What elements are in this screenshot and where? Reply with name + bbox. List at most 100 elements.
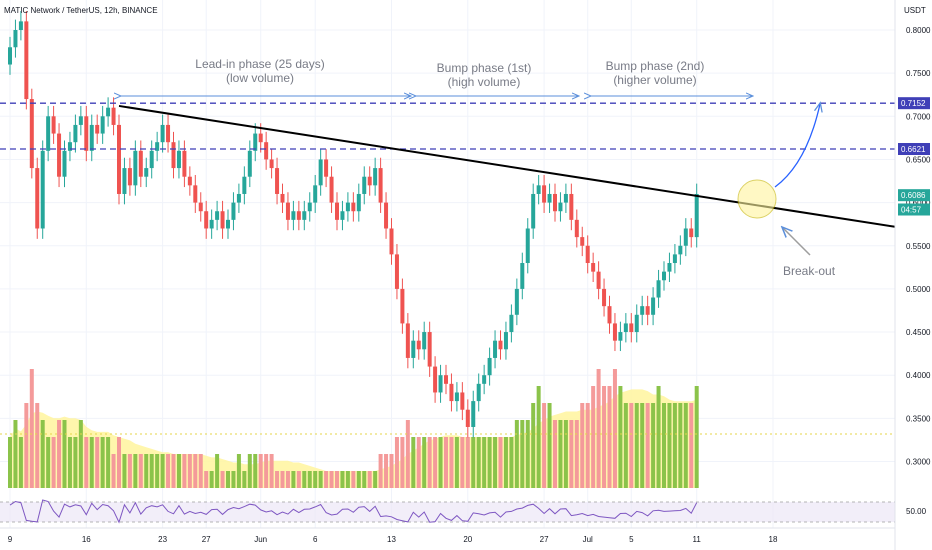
volume-bar [285, 471, 290, 488]
volume-bar [378, 454, 383, 488]
volume-bar [89, 437, 94, 488]
volume-bar [258, 454, 263, 488]
candle [433, 366, 438, 393]
candle [367, 176, 372, 186]
volume-bar [106, 437, 111, 488]
volume-ma-area [10, 389, 697, 488]
volume-bar [525, 420, 530, 488]
volume-bar [591, 386, 596, 488]
candle [400, 288, 405, 324]
candle [542, 185, 547, 203]
annotation-phase1-line1: Lead-in phase (25 days) [195, 57, 324, 71]
candle [520, 263, 525, 289]
volume-bar [585, 403, 590, 488]
chart-title: MATIC Network / TetherUS, 12h, BINANCE [4, 6, 158, 15]
volume-bar [498, 437, 503, 488]
volume-bar [313, 471, 318, 488]
volume-bar [231, 471, 236, 488]
price-tick-label: 0.3000 [906, 458, 931, 467]
candle [67, 142, 72, 151]
candle [569, 193, 574, 220]
volume-bar [127, 454, 132, 488]
candle [247, 150, 252, 177]
candle [438, 375, 443, 393]
candle [454, 392, 459, 402]
volume-bar [367, 471, 372, 488]
volume-bar [629, 403, 634, 488]
candle [335, 202, 339, 220]
volume-bar [460, 437, 465, 488]
time-tick-label: 18 [769, 535, 778, 544]
candle [324, 159, 329, 177]
volume-bar [73, 437, 78, 488]
candle [563, 193, 568, 203]
annotation-phase2-line2: (high volume) [448, 75, 521, 89]
volume-bar [122, 454, 127, 488]
drawings [0, 96, 896, 435]
time-tick-label: 11 [693, 535, 702, 544]
volume-bar [13, 420, 18, 488]
volume-bar [411, 437, 416, 488]
volume-bar [449, 437, 454, 488]
volume-bar [280, 471, 285, 488]
candle [84, 116, 89, 151]
volume-bar [318, 471, 323, 488]
candle [345, 202, 350, 212]
candle [133, 150, 138, 186]
candle [166, 124, 171, 143]
price-tag [898, 189, 930, 202]
candle [422, 332, 427, 350]
candle [8, 47, 12, 65]
volume-bar [324, 471, 329, 488]
volume-bar [662, 403, 666, 488]
candle [683, 228, 688, 246]
volume-bar [612, 369, 617, 488]
volume-bar [193, 454, 198, 488]
annotation-phase3-line1: Bump phase (2nd) [606, 59, 705, 73]
volume-bar [645, 403, 650, 488]
candle [547, 193, 552, 203]
candle [40, 150, 45, 229]
candle [618, 332, 623, 341]
volume-bar [209, 471, 214, 488]
candle [117, 124, 121, 194]
candle [100, 116, 105, 134]
candle [280, 193, 285, 203]
candle [329, 176, 334, 203]
volume-bar [465, 437, 470, 488]
candle [62, 150, 67, 177]
volume-bar [340, 471, 345, 488]
volume-bar [18, 437, 23, 488]
price-tick-label: 0.4500 [906, 328, 931, 337]
candle [493, 340, 498, 358]
volume-bar [247, 454, 252, 488]
candle [51, 116, 56, 134]
volume-bar [694, 386, 699, 488]
volume-bar [149, 454, 154, 488]
candle [111, 107, 116, 125]
candle [531, 193, 536, 229]
candle [591, 263, 596, 272]
price-tick-label: 0.3500 [906, 414, 931, 423]
candle [106, 107, 111, 117]
volume-bar [84, 437, 89, 488]
candle [73, 124, 78, 143]
candle [449, 383, 454, 402]
price-tick-label: 0.5000 [906, 285, 931, 294]
volume-bar [656, 386, 661, 488]
volume-bar [444, 437, 448, 488]
volume-bar [542, 403, 547, 488]
candle [656, 280, 661, 298]
candle [612, 323, 617, 341]
candle [13, 30, 18, 48]
volume-bar [78, 420, 83, 488]
rsi-line [9, 499, 698, 524]
candle [585, 245, 590, 264]
volume-bar [623, 403, 628, 488]
volume-bar [35, 403, 40, 488]
candle [356, 193, 361, 212]
volume-bar [351, 471, 356, 488]
volume-bar [329, 471, 334, 488]
